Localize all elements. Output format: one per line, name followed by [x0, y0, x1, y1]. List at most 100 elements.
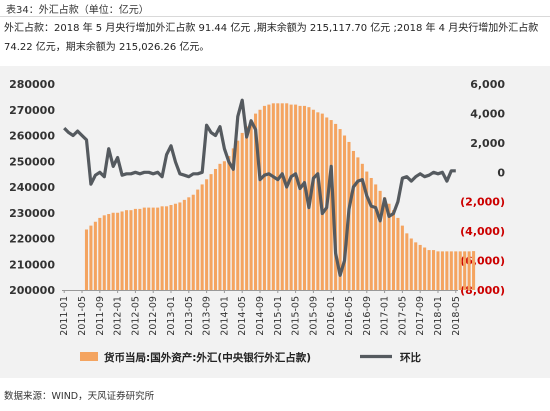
bar [245, 126, 249, 290]
x-tick-label: 2011-01 [59, 296, 70, 336]
y-left-tick-label: 200000 [9, 284, 55, 297]
bar [124, 210, 129, 290]
bar [200, 184, 204, 290]
line-series-huanbi [63, 98, 456, 277]
bar [213, 168, 218, 290]
bar [418, 244, 422, 290]
y-left-tick-label: 230000 [9, 207, 55, 220]
bar [133, 208, 137, 290]
y-right-axis: (8,000) (6,000) (4,000) (2,000) 0 2,000 4,000 6… [460, 78, 505, 297]
bar [262, 105, 266, 290]
bar [102, 215, 106, 290]
bar [240, 132, 244, 290]
bar [107, 214, 111, 290]
header-bar: 表34：外汇占款（单位：亿元） [0, 0, 550, 17]
bar [138, 208, 142, 290]
bar [409, 238, 413, 290]
x-tick-label: 2011-09 [95, 296, 106, 336]
bar [285, 103, 289, 290]
bar [156, 207, 160, 290]
bar [396, 217, 400, 290]
figure-description: 外汇占款：2018 年 5 月央行增加外汇占款 91.44 亿元 ,期末余额为 … [4, 23, 539, 53]
bar [165, 206, 169, 290]
bar [231, 148, 235, 290]
bar [329, 120, 333, 290]
y-left-tick-label: 260000 [9, 130, 55, 143]
bar [280, 103, 284, 290]
figure-title: 表34：外汇占款（单位：亿元） [6, 5, 149, 16]
y-right-tick-label: 4,000 [470, 107, 505, 120]
x-tick-label: 2013-09 [202, 296, 213, 336]
x-tick-label: 2014-01 [219, 296, 230, 336]
bar [173, 203, 177, 290]
bar [311, 109, 315, 290]
bar [467, 251, 471, 290]
bar [445, 251, 449, 290]
bar [93, 221, 97, 290]
y-right-tick-label: 6,000 [470, 78, 505, 91]
y-right-tick-label: (8,000) [460, 284, 505, 297]
x-tick-label: 2011-05 [77, 296, 88, 336]
bar [472, 251, 476, 290]
bar [289, 104, 293, 290]
bar [463, 251, 467, 290]
legend-bar-swatch [80, 352, 98, 361]
bar [222, 161, 226, 290]
bar [276, 103, 280, 290]
bar [120, 211, 124, 290]
x-tick-label: 2013-01 [166, 296, 177, 336]
x-tick-label: 2016-09 [362, 296, 373, 336]
x-tick-label: 2015-05 [291, 296, 302, 336]
bar [205, 179, 209, 290]
bar [98, 217, 102, 290]
chart-panel [0, 66, 550, 378]
bar [254, 113, 258, 290]
bar [236, 140, 240, 290]
bar [369, 177, 373, 290]
bar [436, 251, 440, 290]
x-tick-label: 2018-01 [433, 296, 444, 336]
forex-chart: 200000 210000 220000 230000 240000 250000 2600… [9, 78, 505, 364]
bar [378, 190, 382, 290]
y-left-tick-label: 220000 [9, 233, 55, 246]
x-tick-label: 2012-01 [113, 296, 124, 336]
bar [116, 212, 120, 290]
bar [258, 109, 262, 290]
bar [160, 206, 164, 290]
bar [218, 163, 222, 290]
y-left-axis: 200000 210000 220000 230000 240000 250000 2600… [9, 78, 55, 297]
x-tick-label: 2012-09 [148, 296, 159, 336]
bar [249, 120, 253, 290]
bar [227, 156, 231, 290]
source-note: 数据来源：WIND，天风证券研究所 [4, 391, 155, 402]
y-right-tick-label: 2,000 [470, 137, 505, 150]
bar [423, 247, 427, 290]
legend-line-label: 环比 [400, 351, 421, 364]
bar [142, 207, 146, 290]
bar [360, 163, 364, 290]
y-left-tick-label: 210000 [9, 258, 55, 271]
y-left-tick-label: 250000 [9, 155, 55, 168]
bar [129, 210, 133, 290]
y-right-tick-label: (4,000) [460, 225, 505, 238]
bar [343, 135, 347, 290]
bar [405, 233, 409, 290]
bar [178, 202, 182, 290]
x-tick-label: 2015-09 [308, 296, 319, 336]
x-tick-label: 2017-09 [415, 296, 426, 336]
bar [294, 104, 298, 290]
bar [111, 212, 115, 290]
x-tick-label: 2013-05 [184, 296, 195, 336]
x-tick-label: 2017-05 [397, 296, 408, 336]
bar [84, 229, 88, 290]
bar [383, 197, 387, 290]
legend-bar-label: 货币当局:国外资产:外汇(中央银行外汇占款) [103, 351, 311, 364]
x-tick-label: 2012-05 [130, 296, 141, 336]
legend: 货币当局:国外资产:外汇(中央银行外汇占款) 环比 [80, 351, 421, 364]
x-tick-label: 2016-01 [326, 296, 337, 336]
bar [302, 105, 307, 290]
bar [400, 225, 404, 290]
bar [271, 103, 275, 290]
y-left-tick-label: 240000 [9, 181, 55, 194]
bar [427, 250, 431, 290]
